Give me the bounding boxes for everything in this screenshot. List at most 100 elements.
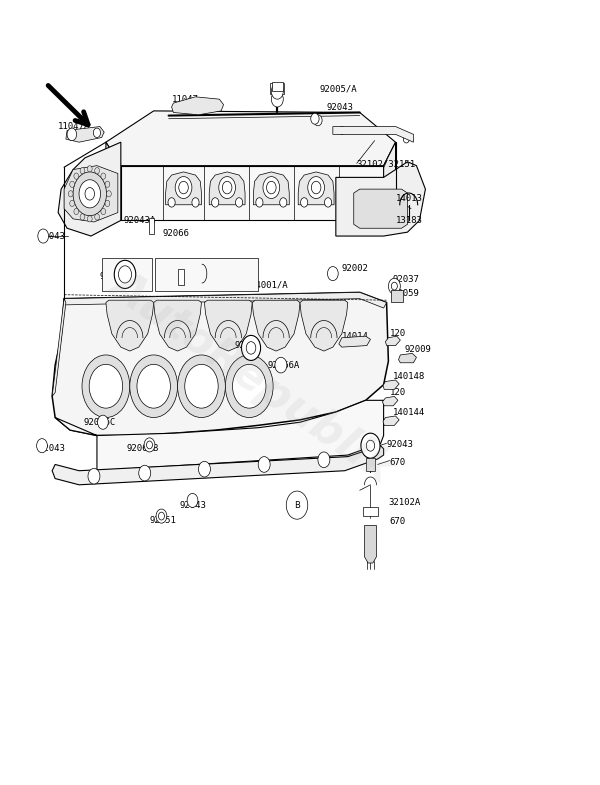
Circle shape xyxy=(271,83,283,99)
Circle shape xyxy=(263,177,280,199)
Text: 92005/A: 92005/A xyxy=(319,85,357,93)
Circle shape xyxy=(233,364,266,408)
Circle shape xyxy=(82,355,130,418)
Circle shape xyxy=(38,229,49,243)
Text: 14001/A: 14001/A xyxy=(251,280,289,289)
Circle shape xyxy=(67,128,77,141)
Text: 92066: 92066 xyxy=(163,229,190,238)
Circle shape xyxy=(178,355,226,418)
Circle shape xyxy=(105,200,110,206)
Circle shape xyxy=(95,214,100,220)
Circle shape xyxy=(328,267,338,281)
Circle shape xyxy=(271,91,283,107)
Polygon shape xyxy=(106,300,154,351)
Text: 92051: 92051 xyxy=(149,517,176,525)
Circle shape xyxy=(275,357,287,373)
Polygon shape xyxy=(252,300,300,351)
Circle shape xyxy=(105,181,110,188)
Text: 92043: 92043 xyxy=(179,502,206,510)
Circle shape xyxy=(114,261,136,288)
Circle shape xyxy=(101,173,106,179)
Circle shape xyxy=(179,181,188,194)
Circle shape xyxy=(187,494,198,507)
Text: 120: 120 xyxy=(389,330,406,338)
Text: 92043A: 92043A xyxy=(124,216,156,225)
Circle shape xyxy=(118,266,131,283)
Bar xyxy=(364,506,377,516)
Circle shape xyxy=(199,462,211,477)
Text: 92002: 92002 xyxy=(342,265,368,273)
Bar xyxy=(149,218,154,234)
Polygon shape xyxy=(253,172,289,205)
Text: 13183: 13183 xyxy=(395,216,422,225)
Circle shape xyxy=(175,177,192,199)
Polygon shape xyxy=(209,172,245,205)
Circle shape xyxy=(88,469,100,484)
Text: 11047: 11047 xyxy=(172,95,199,104)
Circle shape xyxy=(266,181,276,194)
Bar xyxy=(270,82,284,93)
Circle shape xyxy=(158,512,164,520)
Circle shape xyxy=(139,466,151,481)
Polygon shape xyxy=(365,525,376,563)
Circle shape xyxy=(226,355,273,418)
Circle shape xyxy=(314,115,322,126)
Polygon shape xyxy=(300,300,348,351)
Circle shape xyxy=(79,180,101,208)
Circle shape xyxy=(74,208,79,214)
Circle shape xyxy=(168,198,175,207)
Circle shape xyxy=(80,167,85,173)
Polygon shape xyxy=(383,142,395,221)
Polygon shape xyxy=(166,172,202,205)
Text: 92055: 92055 xyxy=(235,341,261,350)
Text: 670: 670 xyxy=(389,517,406,526)
Circle shape xyxy=(70,181,74,188)
Circle shape xyxy=(258,457,270,473)
Text: 92066C: 92066C xyxy=(84,418,116,427)
Circle shape xyxy=(388,279,400,294)
Polygon shape xyxy=(333,126,413,142)
Circle shape xyxy=(246,341,256,354)
Polygon shape xyxy=(64,166,118,222)
Circle shape xyxy=(70,200,74,206)
Circle shape xyxy=(88,216,92,222)
Text: 92042: 92042 xyxy=(164,280,191,289)
Polygon shape xyxy=(383,416,399,425)
Polygon shape xyxy=(58,142,121,236)
Polygon shape xyxy=(64,292,386,308)
Circle shape xyxy=(365,444,376,459)
Text: 670: 670 xyxy=(389,458,406,467)
Polygon shape xyxy=(55,400,383,471)
Bar xyxy=(365,458,375,471)
Circle shape xyxy=(89,364,122,408)
Polygon shape xyxy=(382,396,398,406)
Polygon shape xyxy=(52,298,66,396)
Text: AutoRepublik: AutoRepublik xyxy=(103,263,402,491)
Circle shape xyxy=(318,452,330,468)
Polygon shape xyxy=(336,162,425,236)
Circle shape xyxy=(311,181,321,194)
Text: 92043: 92043 xyxy=(38,444,65,453)
Polygon shape xyxy=(172,97,224,115)
Polygon shape xyxy=(154,300,202,351)
Polygon shape xyxy=(205,300,252,351)
Polygon shape xyxy=(106,111,395,166)
Circle shape xyxy=(366,440,374,451)
Circle shape xyxy=(74,173,79,179)
Polygon shape xyxy=(66,126,104,142)
Text: 14014: 14014 xyxy=(342,332,368,341)
Circle shape xyxy=(88,166,92,172)
Polygon shape xyxy=(354,189,407,228)
Polygon shape xyxy=(155,258,258,290)
Bar xyxy=(178,269,184,284)
Circle shape xyxy=(101,208,106,214)
Text: 11047A: 11047A xyxy=(58,122,91,131)
Circle shape xyxy=(241,335,260,360)
Circle shape xyxy=(68,191,73,197)
Circle shape xyxy=(94,128,101,137)
Circle shape xyxy=(95,167,100,173)
Circle shape xyxy=(156,509,167,523)
Circle shape xyxy=(185,364,218,408)
Polygon shape xyxy=(385,336,400,345)
Bar xyxy=(391,290,403,301)
